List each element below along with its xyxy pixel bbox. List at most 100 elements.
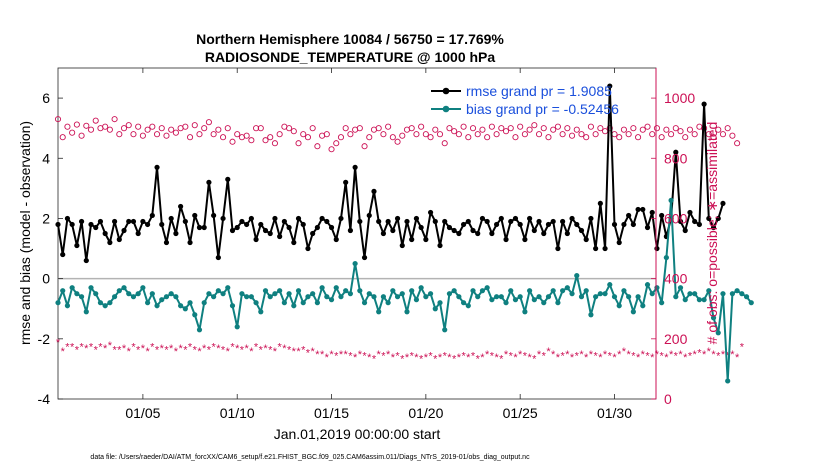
obs-assimilated-point: * — [98, 341, 103, 353]
obs-assimilated-point: * — [509, 350, 514, 362]
bias-point — [508, 288, 514, 294]
bias-point — [394, 294, 401, 300]
obs-assimilated-point: * — [103, 343, 108, 355]
y2-tick-label: 600 — [664, 210, 688, 226]
rmse-point — [220, 215, 226, 222]
bias-point — [130, 294, 137, 300]
rmse-point — [69, 221, 75, 228]
obs-possible-point — [413, 131, 420, 138]
obs-possible-point — [668, 131, 675, 138]
obs-possible-point — [168, 126, 175, 133]
obs-possible-point — [620, 126, 627, 133]
obs-possible-point — [64, 123, 71, 130]
obs-assimilated-point: * — [655, 349, 660, 361]
rmse-point — [126, 218, 132, 225]
obs-assimilated-point: * — [306, 347, 311, 359]
bias-point — [555, 300, 561, 306]
obs-assimilated-point: * — [664, 352, 669, 364]
obs-assimilated-point: * — [240, 344, 245, 356]
rmse-point — [182, 218, 188, 225]
rmse-point — [607, 83, 613, 89]
bias-point — [687, 291, 693, 297]
rmse-point — [130, 218, 137, 225]
rmse-point — [357, 218, 363, 225]
bias-point — [418, 285, 424, 291]
obs-possible-point — [408, 125, 415, 132]
obs-possible-point — [653, 125, 660, 132]
obs-possible-point — [649, 131, 656, 138]
rmse-point — [159, 221, 165, 228]
bias-point — [145, 300, 151, 306]
obs-possible-point — [474, 131, 481, 138]
bias-point — [248, 294, 254, 300]
bias-point — [701, 297, 707, 303]
bias-point — [93, 291, 99, 297]
obs-assimilated-point: * — [556, 352, 561, 364]
obs-possible-point — [451, 128, 458, 135]
obs-possible-point — [380, 131, 387, 138]
obs-assimilated-point: * — [603, 349, 608, 361]
obs-possible-point — [205, 119, 212, 126]
rmse-point — [710, 224, 717, 231]
bias-point — [616, 303, 622, 309]
rmse-point — [626, 212, 632, 219]
obs-assimilated-point: * — [589, 349, 594, 361]
y-tick-label: 6 — [42, 90, 50, 106]
obs-possible-point — [677, 128, 684, 135]
obs-possible-point — [686, 126, 694, 133]
obs-assimilated-point: * — [391, 352, 396, 364]
obs-assimilated-point: * — [339, 349, 344, 361]
bias-point — [423, 294, 429, 300]
bias-point — [366, 291, 372, 297]
obs-assimilated-point: * — [447, 352, 452, 364]
obs-possible-point — [729, 132, 736, 139]
bias-point — [527, 288, 533, 294]
obs-assimilated-point: * — [542, 350, 547, 362]
obs-assimilated-point: * — [211, 341, 216, 353]
y2-tick-label: 0 — [664, 391, 672, 407]
bias-point — [135, 291, 141, 297]
obs-assimilated-point: * — [579, 349, 584, 361]
rmse-point — [593, 245, 599, 252]
bias-point — [343, 288, 349, 294]
bias-point — [437, 300, 443, 306]
obs-possible-point — [314, 143, 321, 150]
rmse-point — [154, 164, 160, 170]
rmse-point — [616, 239, 622, 246]
y-tick-label: 2 — [42, 210, 50, 226]
y2-tick-label: 800 — [664, 150, 688, 166]
rmse-point — [427, 209, 434, 216]
obs-possible-point — [328, 146, 335, 153]
bias-point — [649, 291, 655, 297]
obs-assimilated-point: * — [127, 346, 132, 358]
legend-marker-bias — [442, 105, 450, 113]
obs-possible-point — [149, 123, 156, 130]
rmse-point — [456, 230, 462, 237]
rmse-point — [508, 218, 514, 225]
bias-point — [220, 291, 226, 297]
obs-possible-point — [583, 134, 590, 141]
bias-point — [710, 315, 717, 321]
rmse-point — [602, 245, 608, 252]
obs-possible-point — [597, 125, 604, 132]
bias-point — [60, 288, 66, 294]
obs-assimilated-point: * — [358, 349, 363, 361]
rmse-point — [550, 218, 556, 225]
obs-assimilated-point: * — [254, 341, 259, 353]
rmse-point — [314, 224, 320, 231]
rmse-point — [55, 221, 61, 228]
rmse-point — [503, 236, 509, 243]
obs-possible-point — [111, 116, 118, 123]
y-tick-label: 0 — [42, 271, 50, 287]
y-tick-label: 4 — [42, 150, 50, 166]
chart-subtitle: RADIOSONDE_TEMPERATURE @ 1000 hPa — [205, 49, 496, 65]
obs-possible-point — [507, 125, 514, 132]
bias-point — [706, 288, 712, 294]
rmse-point — [673, 149, 679, 155]
rmse-point — [578, 227, 585, 234]
x-tick-label: 01/15 — [314, 405, 349, 421]
rmse-point — [262, 227, 269, 234]
rmse-point — [479, 215, 486, 222]
obs-possible-point — [116, 131, 123, 138]
